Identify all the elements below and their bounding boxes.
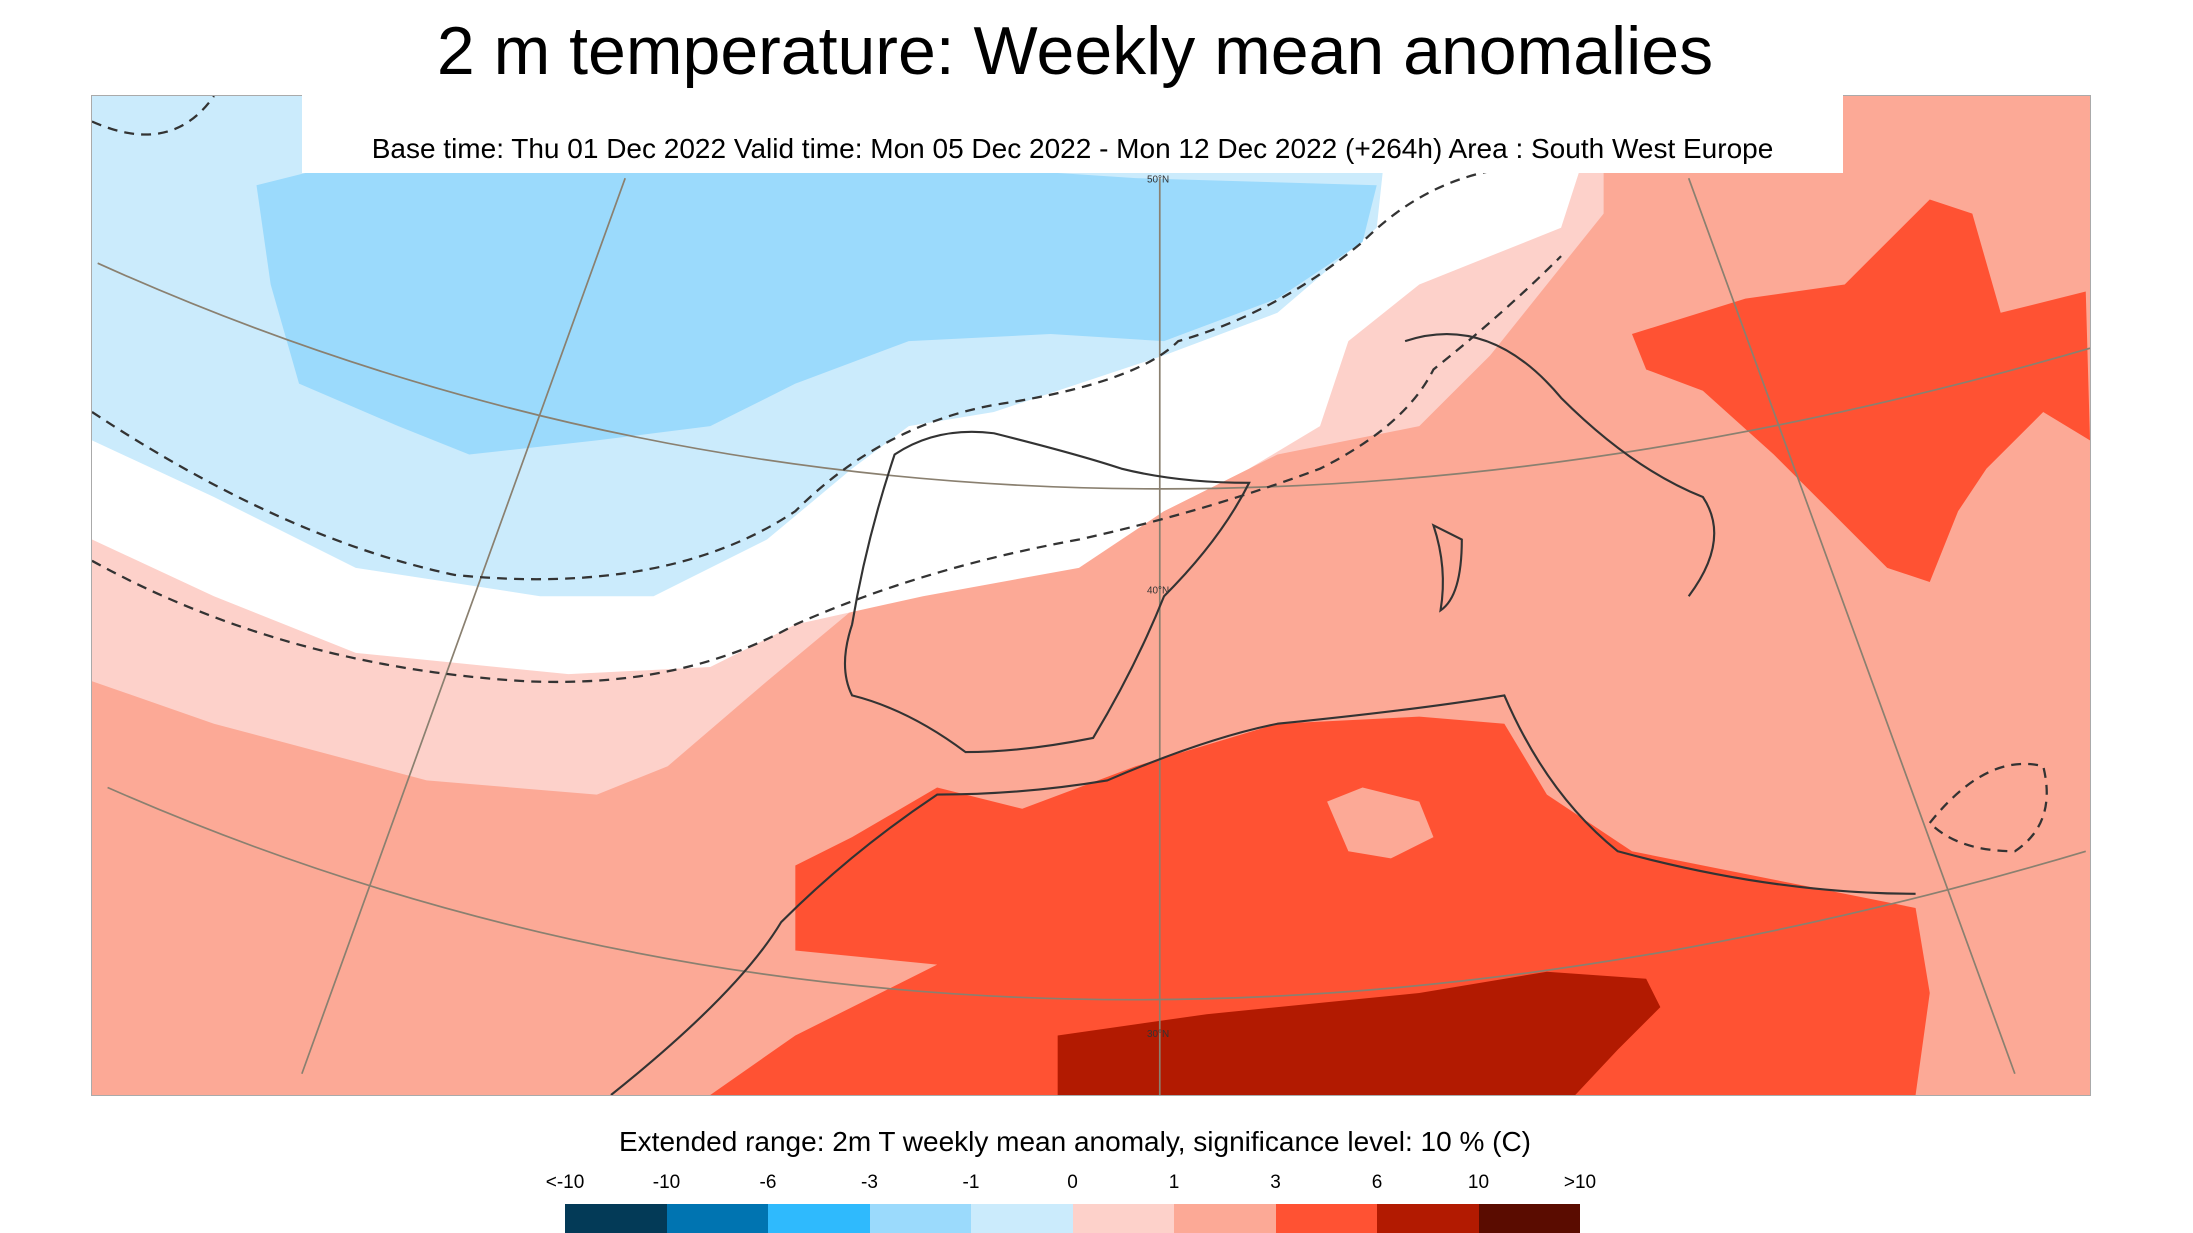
legend-label: 0 [1067, 1172, 1078, 1193]
legend-label: -3 [861, 1172, 878, 1193]
legend-swatch [768, 1204, 870, 1233]
legend-label: -10 [652, 1172, 681, 1193]
legend-swatch [565, 1204, 667, 1233]
lat-label-30n: 30°N [1147, 1029, 1169, 1040]
region-dark-red [1057, 971, 1661, 1095]
legend-colorbar [565, 1204, 1580, 1233]
region-red-balkans [1631, 199, 2090, 583]
legend-swatch [869, 1204, 971, 1233]
legend-title: Extended range: 2m T weekly mean anomaly… [618, 1126, 1531, 1157]
legend-label: >10 [1563, 1172, 1597, 1193]
region-salmon-patch [1327, 787, 1434, 859]
lat-label-50n: 50°N [1147, 174, 1169, 185]
legend-label: -1 [962, 1172, 980, 1193]
legend-labels: <-10 -10 -6 -3 -1 0 1 3 6 10 >10 [515, 1172, 1630, 1196]
legend-swatch [1377, 1204, 1479, 1233]
legend-label: <-10 [545, 1172, 585, 1193]
legend-label: -6 [759, 1172, 777, 1193]
latitude-labels: 50°N 40°N 30°N [1147, 174, 1169, 1039]
legend-label: 3 [1270, 1172, 1281, 1193]
legend-swatch [1478, 1204, 1580, 1233]
anomaly-contours [92, 96, 2048, 853]
legend-label: 10 [1467, 1172, 1490, 1193]
legend-label: 6 [1371, 1172, 1383, 1193]
legend-swatch [1275, 1204, 1377, 1233]
coastlines [610, 333, 1916, 1095]
subtitle: Base time: Thu 01 Dec 2022 Valid time: M… [302, 95, 1843, 173]
region-blue [256, 149, 1377, 455]
graticule [97, 177, 2090, 1095]
legend-label: 1 [1168, 1172, 1180, 1193]
anomaly-map: 50°N 40°N 30°N [91, 95, 2091, 1096]
chart-title: 2 m temperature: Weekly mean anomalies [436, 13, 1714, 89]
legend-swatch [971, 1204, 1073, 1233]
legend-swatch [1072, 1204, 1174, 1233]
lat-label-40n: 40°N [1147, 585, 1169, 596]
legend-swatch [1174, 1204, 1276, 1233]
legend-swatch [666, 1204, 768, 1233]
